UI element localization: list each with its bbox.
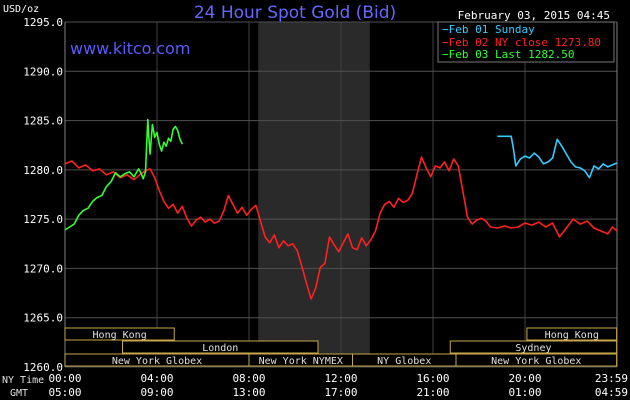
- time-axis: NY Time GMT 00:00 04:00 08:00 12:00 16:00 20:00…: [2, 372, 628, 399]
- session-label: Hong Kong: [545, 330, 599, 341]
- gmt-label: GMT: [10, 388, 28, 399]
- y-axis-ticks: 1260.0 1265.0 1270.0 1275.0 1280.0 1285.0 1290…: [23, 16, 63, 374]
- session-label: London: [202, 343, 238, 354]
- ny-time-tick: 20:00: [508, 372, 541, 385]
- session-bar-row3: [455, 353, 618, 367]
- gmt-time-tick: 04:59: [595, 386, 628, 399]
- series-line-2: [497, 135, 618, 179]
- session-bar-row2: [449, 340, 618, 354]
- chart-datetime: February 03, 2015 04:45: [458, 9, 610, 22]
- ny-time-tick: 23:59: [595, 372, 628, 385]
- gmt-time-tick: 05:00: [48, 386, 81, 399]
- session-label: New York NYMEX: [259, 356, 343, 367]
- gmt-time-tick: 13:00: [232, 386, 265, 399]
- y-tick-label: 1275.0: [23, 213, 63, 226]
- horizontal-gridlines: [64, 21, 618, 368]
- y-tick-label: 1265.0: [23, 312, 63, 325]
- chart-title: 24 Hour Spot Gold (Bid): [194, 3, 396, 23]
- gmt-time-tick: 01:00: [508, 386, 541, 399]
- ny-time-tick: 04:00: [140, 372, 173, 385]
- y-tick-label: 1290.0: [23, 65, 63, 78]
- session-bar-row1: [526, 327, 618, 341]
- series-line-0: [64, 156, 618, 300]
- website-label[interactable]: www.kitco.com: [70, 39, 190, 58]
- y-tick-label: 1280.0: [23, 164, 63, 177]
- session-label: NY Globex: [377, 356, 431, 367]
- ny-time-tick: 00:00: [48, 372, 81, 385]
- gmt-time-tick: 09:00: [140, 386, 173, 399]
- gmt-time-tick: 17:00: [324, 386, 357, 399]
- series-line-1: [64, 118, 184, 231]
- legend-entry-feb03: −Feb 03 Last 1282.50: [442, 48, 574, 61]
- ny-time-tick: 08:00: [232, 372, 265, 385]
- ny-time-tick: 12:00: [324, 372, 357, 385]
- session-label: New York Globex: [112, 356, 202, 367]
- market-sessions: Hong Kong Hong Kong London Sydney New York G…: [64, 327, 618, 367]
- session-label: New York Globex: [491, 356, 581, 367]
- legend: −Feb 01 Sunday −Feb 02 NY close 1273.80 …: [437, 21, 615, 63]
- y-tick-label: 1260.0: [23, 361, 63, 374]
- y-tick-label: 1295.0: [23, 16, 63, 29]
- y-axis-unit: USD/oz: [3, 4, 39, 15]
- session-bar-row2: [122, 340, 319, 354]
- price-series: [64, 118, 618, 300]
- session-bar-row1: [64, 327, 175, 341]
- legend-box: [437, 21, 615, 63]
- y-tick-label: 1270.0: [23, 262, 63, 275]
- session-label: Hong Kong: [93, 330, 147, 341]
- nymex-hours-shade: [258, 22, 370, 360]
- ny-time-tick: 16:00: [416, 372, 449, 385]
- legend-entry-feb02: −Feb 02 NY close 1273.80: [442, 36, 601, 49]
- gmt-time-tick: 21:00: [416, 386, 449, 399]
- y-tick-label: 1285.0: [23, 115, 63, 128]
- legend-entry-feb01: −Feb 01 Sunday: [442, 23, 535, 36]
- ny-time-label: NY Time: [2, 375, 44, 386]
- session-label: Sydney: [515, 343, 551, 354]
